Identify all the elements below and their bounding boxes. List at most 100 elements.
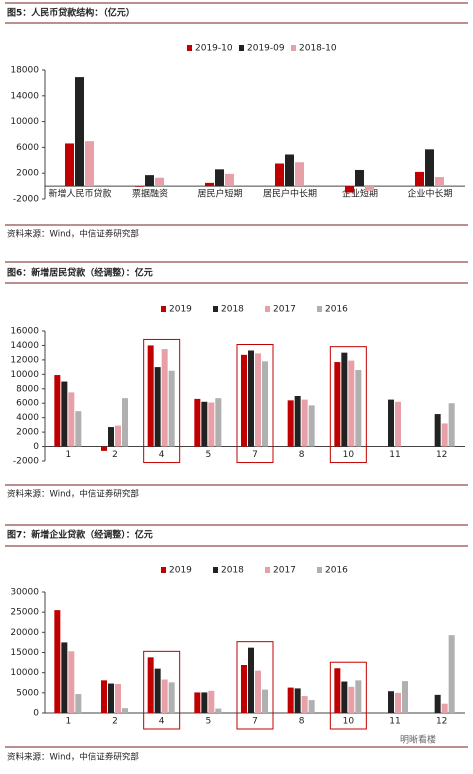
bar	[287, 687, 294, 713]
y-tick-label: 18000	[10, 66, 39, 76]
x-tick-label: 8	[299, 450, 305, 460]
bar	[348, 360, 355, 447]
legend-swatch	[291, 45, 296, 51]
legend-label: 2019	[169, 566, 192, 576]
bar	[334, 668, 341, 713]
legend-label: 2018	[221, 566, 244, 576]
bar	[448, 403, 455, 447]
bar	[294, 396, 301, 447]
bar	[147, 345, 154, 447]
x-tick-label: 2	[112, 717, 118, 727]
bar	[161, 349, 168, 447]
bar	[122, 398, 128, 447]
bar	[61, 381, 68, 447]
y-tick-label: 10000	[10, 117, 39, 127]
bar	[348, 686, 355, 713]
bar	[448, 635, 455, 713]
bar	[441, 703, 448, 713]
bar	[301, 399, 308, 447]
y-tick-label: 10000	[10, 370, 39, 380]
y-tick-label: 14000	[10, 91, 39, 101]
highlight-box	[236, 641, 274, 730]
bar	[75, 411, 82, 447]
bar	[108, 427, 114, 447]
x-tick-label: 12	[436, 450, 447, 460]
bar	[434, 414, 441, 447]
bar	[85, 141, 94, 187]
bar	[68, 651, 75, 713]
x-tick-label: 7	[252, 450, 258, 460]
legend-swatch	[161, 306, 166, 312]
x-tick-label: 居民户短期	[197, 188, 242, 200]
y-tick-label: 20000	[10, 628, 39, 638]
bar	[402, 681, 408, 713]
bar	[168, 370, 175, 447]
bar	[285, 154, 294, 187]
legend-label: 2018-10	[299, 44, 337, 54]
y-tick-label: 4000	[16, 413, 39, 423]
bar	[208, 402, 215, 447]
bar	[308, 405, 315, 447]
x-tick-label: 1	[65, 717, 71, 727]
bar	[108, 683, 114, 713]
y-tick-label: 0	[33, 442, 39, 452]
legend-swatch	[265, 306, 270, 312]
bar	[295, 162, 304, 187]
bar	[248, 647, 254, 713]
bar	[275, 163, 284, 187]
y-tick-label: -2000	[13, 195, 39, 205]
bar	[255, 670, 261, 713]
bar	[334, 362, 341, 447]
y-tick-label: 6000	[16, 143, 39, 153]
x-tick-label: 12	[436, 717, 447, 727]
bar	[101, 680, 107, 713]
source: 资料来源：Wind，中信证券研究部	[7, 489, 139, 500]
x-tick-label: 5	[205, 717, 211, 727]
bar	[395, 401, 401, 447]
legend-swatch	[317, 567, 322, 573]
bar	[201, 692, 208, 713]
y-tick-label: 8000	[16, 384, 39, 394]
highlight-box	[143, 338, 181, 464]
bar	[341, 352, 348, 447]
legend-label: 2019-09	[247, 44, 285, 54]
bar	[341, 681, 348, 713]
bar	[287, 400, 294, 447]
bar	[75, 77, 84, 187]
bar	[54, 610, 61, 713]
bar	[248, 350, 254, 447]
x-tick-label: 7	[252, 717, 258, 727]
bar	[194, 692, 201, 713]
highlight-box	[143, 650, 181, 730]
bar	[215, 169, 224, 187]
legend-swatch	[187, 45, 192, 51]
y-tick-label: 14000	[10, 341, 39, 351]
bar	[208, 690, 215, 713]
bar	[122, 708, 128, 713]
bar	[262, 361, 268, 447]
watermark: 明晰看楼	[400, 734, 436, 746]
bar	[415, 171, 424, 187]
bar	[301, 696, 308, 713]
bar	[241, 354, 247, 447]
y-tick-label: 25000	[10, 608, 39, 618]
highlight-box	[329, 346, 367, 464]
bar	[215, 398, 222, 447]
bar	[435, 177, 444, 187]
source: 资料来源：Wind，中信证券研究部	[7, 752, 139, 763]
y-tick-label: 10000	[10, 668, 39, 678]
x-tick-label: 2	[112, 450, 118, 460]
bar	[147, 657, 154, 713]
source: 资料来源：Wind，中信证券研究部	[7, 229, 139, 240]
legend-label: 2017	[273, 305, 296, 315]
bar	[135, 186, 144, 187]
bar	[54, 375, 61, 447]
bar	[395, 692, 401, 713]
x-tick-label: 11	[389, 450, 400, 460]
x-tick-label: 10	[343, 450, 355, 460]
bar	[168, 682, 175, 713]
legend-swatch	[239, 45, 244, 51]
legend-label: 2019-10	[195, 44, 233, 54]
x-tick-label: 10	[343, 717, 355, 727]
